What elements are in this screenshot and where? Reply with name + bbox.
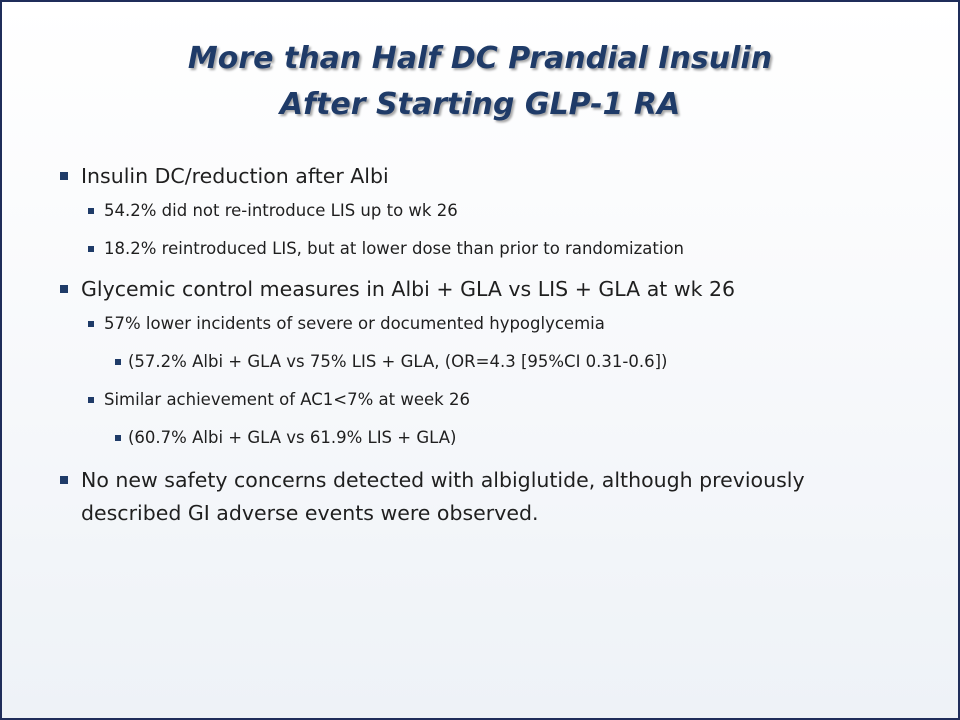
title-line-1: More than Half DC Prandial Insulin — [187, 41, 773, 76]
bullet-text: Glycemic control measures in Albi + GLA … — [81, 277, 736, 301]
square-bullet-icon — [88, 208, 94, 214]
bullet-text: Similar achievement of AC1<7% at week 26 — [104, 390, 470, 409]
bullet-text: Insulin DC/reduction after Albi — [81, 164, 389, 188]
bullet-hypoglycemia: 57% lower incidents of severe or documen… — [88, 312, 940, 336]
bullet-text: (57.2% Albi + GLA vs 75% LIS + GLA, (OR=… — [128, 352, 668, 371]
bullet-no-reintroduce: 54.2% did not re-introduce LIS up to wk … — [88, 199, 940, 223]
square-bullet-icon — [60, 172, 68, 180]
bullet-text: 54.2% did not re-introduce LIS up to wk … — [104, 201, 458, 220]
square-bullet-icon — [60, 476, 68, 484]
title-line-2: After Starting GLP-1 RA — [279, 87, 681, 122]
bullet-a1c-stats: (60.7% Albi + GLA vs 61.9% LIS + GLA) — [115, 426, 940, 450]
square-bullet-icon — [88, 397, 94, 403]
bullet-list: Insulin DC/reduction after Albi 54.2% di… — [60, 162, 940, 539]
slide-title: More than Half DC Prandial Insulin After… — [2, 36, 958, 128]
bullet-safety: No new safety concerns detected with alb… — [60, 464, 841, 530]
bullet-a1c-achievement: Similar achievement of AC1<7% at week 26 — [88, 388, 940, 412]
bullet-reintroduced-lower-dose: 18.2% reintroduced LIS, but at lower dos… — [88, 237, 940, 261]
bullet-text: 57% lower incidents of severe or documen… — [104, 314, 605, 333]
square-bullet-icon — [115, 359, 121, 365]
square-bullet-icon — [88, 246, 94, 252]
bullet-hypoglycemia-stats: (57.2% Albi + GLA vs 75% LIS + GLA, (OR=… — [115, 350, 940, 374]
bullet-insulin-dc: Insulin DC/reduction after Albi — [60, 162, 940, 190]
square-bullet-icon — [115, 435, 121, 441]
square-bullet-icon — [60, 285, 68, 293]
bullet-text: 18.2% reintroduced LIS, but at lower dos… — [104, 239, 685, 258]
bullet-glycemic-control: Glycemic control measures in Albi + GLA … — [60, 275, 940, 303]
bullet-text: (60.7% Albi + GLA vs 61.9% LIS + GLA) — [128, 428, 457, 447]
square-bullet-icon — [88, 321, 94, 327]
bullet-text: No new safety concerns detected with alb… — [81, 468, 805, 525]
